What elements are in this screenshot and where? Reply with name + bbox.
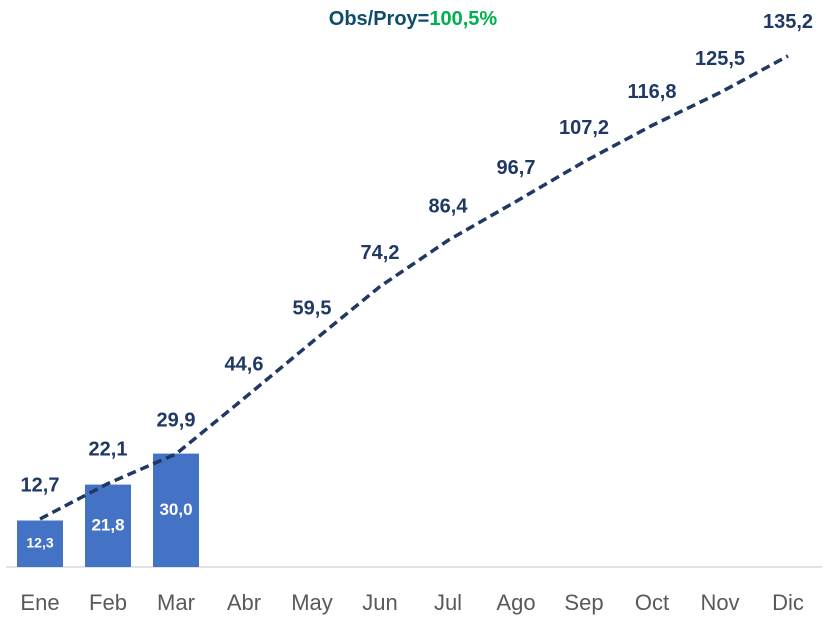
line-label: 12,7	[21, 474, 60, 496]
x-tick-label: Oct	[635, 590, 669, 615]
line-label: 22,1	[89, 439, 128, 461]
bar-label: 30,0	[159, 500, 192, 519]
line-label: 116,8	[628, 81, 677, 103]
bar-label: 21,8	[91, 515, 124, 534]
x-tick-label: Abr	[227, 590, 261, 615]
x-tick-label: Dic	[772, 590, 804, 615]
line-label: 107,2	[559, 117, 609, 139]
bar-label: 12,3	[26, 534, 53, 550]
x-tick-label: Jun	[362, 590, 397, 615]
title-text: Obs/Proy=	[329, 8, 430, 30]
chart-title: Obs/Proy=100,5%	[329, 8, 498, 30]
line-label: 96,7	[497, 157, 536, 179]
line-label: 86,4	[429, 196, 469, 218]
x-tick-label: Ago	[496, 590, 535, 615]
line-label: 29,9	[157, 409, 196, 431]
line-label: 74,2	[361, 242, 400, 264]
x-tick-label: Ene	[20, 590, 59, 615]
x-tick-label: Sep	[564, 590, 603, 615]
line-label: 135,2	[763, 11, 813, 33]
line-label: 44,6	[225, 354, 264, 376]
x-tick-label: Feb	[89, 590, 127, 615]
x-tick-label: Mar	[157, 590, 195, 615]
line-label: 59,5	[293, 297, 332, 319]
title-highlight: 100,5%	[429, 8, 497, 30]
line	[39, 54, 789, 521]
bar	[85, 484, 131, 567]
x-tick-label: Jul	[434, 590, 462, 615]
bar	[17, 520, 63, 567]
line-label: 125,5	[695, 48, 745, 70]
x-tick-label: May	[291, 590, 333, 615]
x-tick-label: Nov	[700, 590, 739, 615]
bar	[153, 453, 199, 567]
